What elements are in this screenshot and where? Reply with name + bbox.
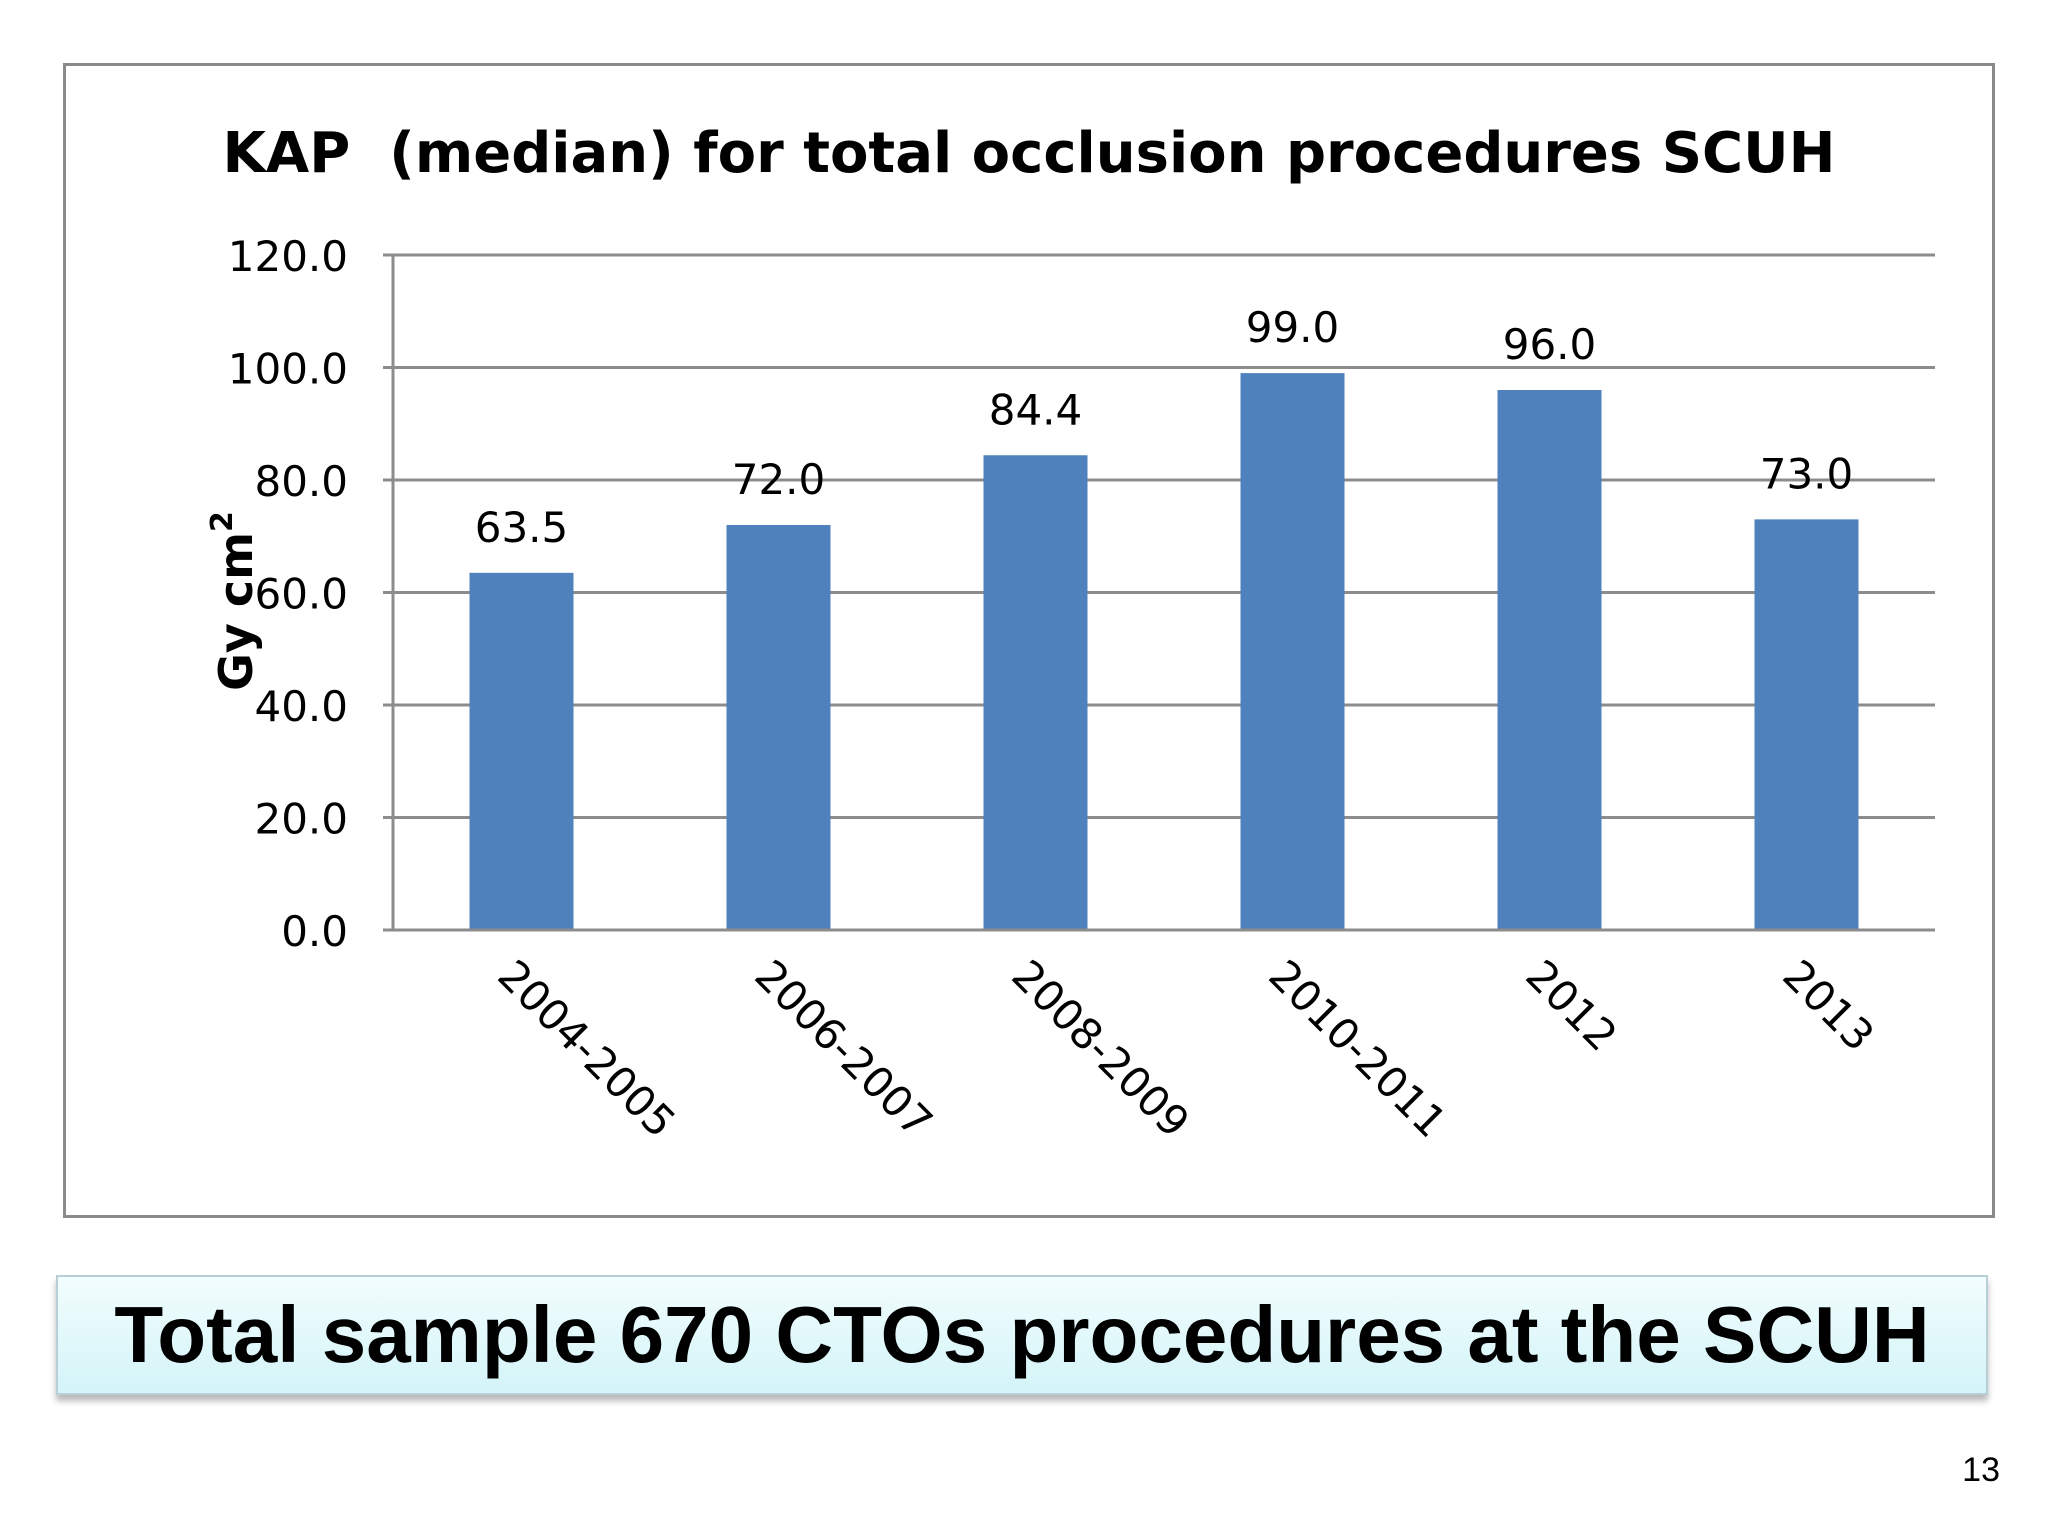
caption-text: Total sample 670 CTOs procedures at the …: [114, 1290, 1930, 1379]
data-label: 99.0: [1246, 303, 1340, 352]
x-tick-label: 2008-2009: [1002, 950, 1199, 1147]
data-label: 84.4: [989, 385, 1083, 434]
data-label: 72.0: [732, 455, 826, 504]
data-labels: 63.5 72.0 84.4 99.0 96.0 73.0: [475, 303, 1854, 552]
data-label: 96.0: [1503, 320, 1597, 369]
y-tick-label: 60.0: [254, 570, 348, 619]
chart-frame: KAP (median) for total occlusion procedu…: [63, 63, 1995, 1218]
x-tick-label: 2013: [1773, 950, 1883, 1060]
bar-chart: KAP (median) for total occlusion procedu…: [205, 121, 1935, 1147]
y-tick-label: 20.0: [254, 795, 348, 844]
bar: [1497, 390, 1602, 930]
y-tick-label: 40.0: [254, 682, 348, 731]
x-tick-label: 2010-2011: [1259, 950, 1456, 1147]
caption-box: Total sample 670 CTOs procedures at the …: [56, 1275, 1988, 1395]
bar: [469, 572, 574, 930]
data-label: 73.0: [1760, 449, 1854, 498]
bar: [1240, 373, 1345, 930]
x-axis-ticks: 2004-2005 2006-2007 2008-2009 2010-2011 2012…: [383, 928, 1935, 1147]
bar: [1754, 519, 1859, 930]
x-tick-label: 2012: [1516, 950, 1626, 1060]
page-number: 13: [1962, 1451, 2000, 1489]
y-axis-label-text: Gy cm: [209, 532, 263, 691]
data-label: 63.5: [475, 503, 569, 552]
y-axis-label-superscript: 2: [205, 511, 240, 532]
bar: [726, 525, 831, 930]
y-axis-ticks: 0.0 20.0 40.0 60.0 80.0 100.0 120.0: [228, 232, 348, 956]
x-tick-label: 2004-2005: [488, 950, 685, 1147]
y-tick-label: 0.0: [281, 907, 348, 956]
y-axis-label: Gy cm2: [205, 511, 263, 691]
bar: [983, 455, 1088, 930]
gridlines: [383, 253, 1935, 932]
bars: [469, 373, 1859, 930]
chart-title: KAP (median) for total occlusion procedu…: [223, 121, 1836, 186]
x-tick-label: 2006-2007: [745, 950, 942, 1147]
y-tick-label: 80.0: [254, 457, 348, 506]
y-tick-label: 100.0: [228, 345, 348, 394]
y-tick-label: 120.0: [228, 232, 348, 281]
